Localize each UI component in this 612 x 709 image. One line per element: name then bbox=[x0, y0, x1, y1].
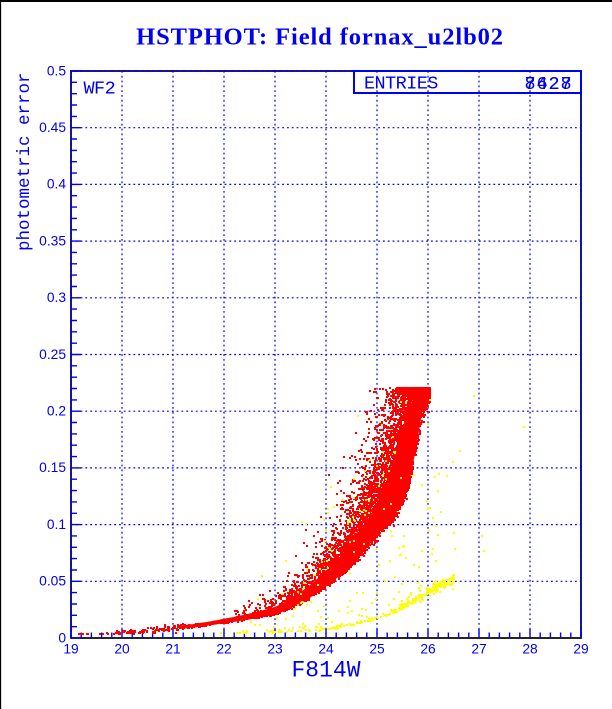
svg-text:0.3: 0.3 bbox=[47, 290, 67, 305]
svg-text:25: 25 bbox=[369, 642, 385, 657]
svg-text:24: 24 bbox=[318, 642, 334, 657]
svg-text:19: 19 bbox=[63, 642, 79, 657]
svg-text:21: 21 bbox=[165, 642, 180, 657]
svg-text:29: 29 bbox=[573, 642, 589, 657]
svg-text:0.2: 0.2 bbox=[47, 404, 66, 419]
svg-text:28: 28 bbox=[522, 642, 538, 657]
svg-text:7428: 7428 bbox=[524, 74, 572, 95]
svg-text:8627: 8627 bbox=[524, 74, 572, 95]
svg-text:26: 26 bbox=[420, 642, 436, 657]
svg-text:20: 20 bbox=[114, 642, 130, 657]
svg-text:0: 0 bbox=[58, 630, 66, 645]
svg-text:0.4: 0.4 bbox=[47, 177, 67, 192]
svg-text:HSTPHOT: Field fornax_u2lb02: HSTPHOT: Field fornax_u2lb02 bbox=[136, 24, 504, 51]
svg-text:ENTRIES: ENTRIES bbox=[364, 74, 438, 95]
svg-text:0.1: 0.1 bbox=[47, 517, 66, 532]
svg-text:0.15: 0.15 bbox=[39, 460, 66, 475]
svg-text:0.05: 0.05 bbox=[39, 574, 66, 589]
svg-text:23: 23 bbox=[267, 642, 283, 657]
svg-text:0.25: 0.25 bbox=[39, 347, 66, 362]
svg-text:WF2: WF2 bbox=[84, 79, 116, 100]
svg-text:0.45: 0.45 bbox=[39, 120, 66, 135]
svg-text:0.35: 0.35 bbox=[39, 233, 66, 248]
svg-text:photometric error: photometric error bbox=[15, 72, 35, 251]
svg-text:22: 22 bbox=[216, 642, 231, 657]
svg-text:27: 27 bbox=[471, 642, 486, 657]
svg-text:0.5: 0.5 bbox=[47, 63, 67, 78]
svg-text:F814W: F814W bbox=[291, 658, 360, 684]
